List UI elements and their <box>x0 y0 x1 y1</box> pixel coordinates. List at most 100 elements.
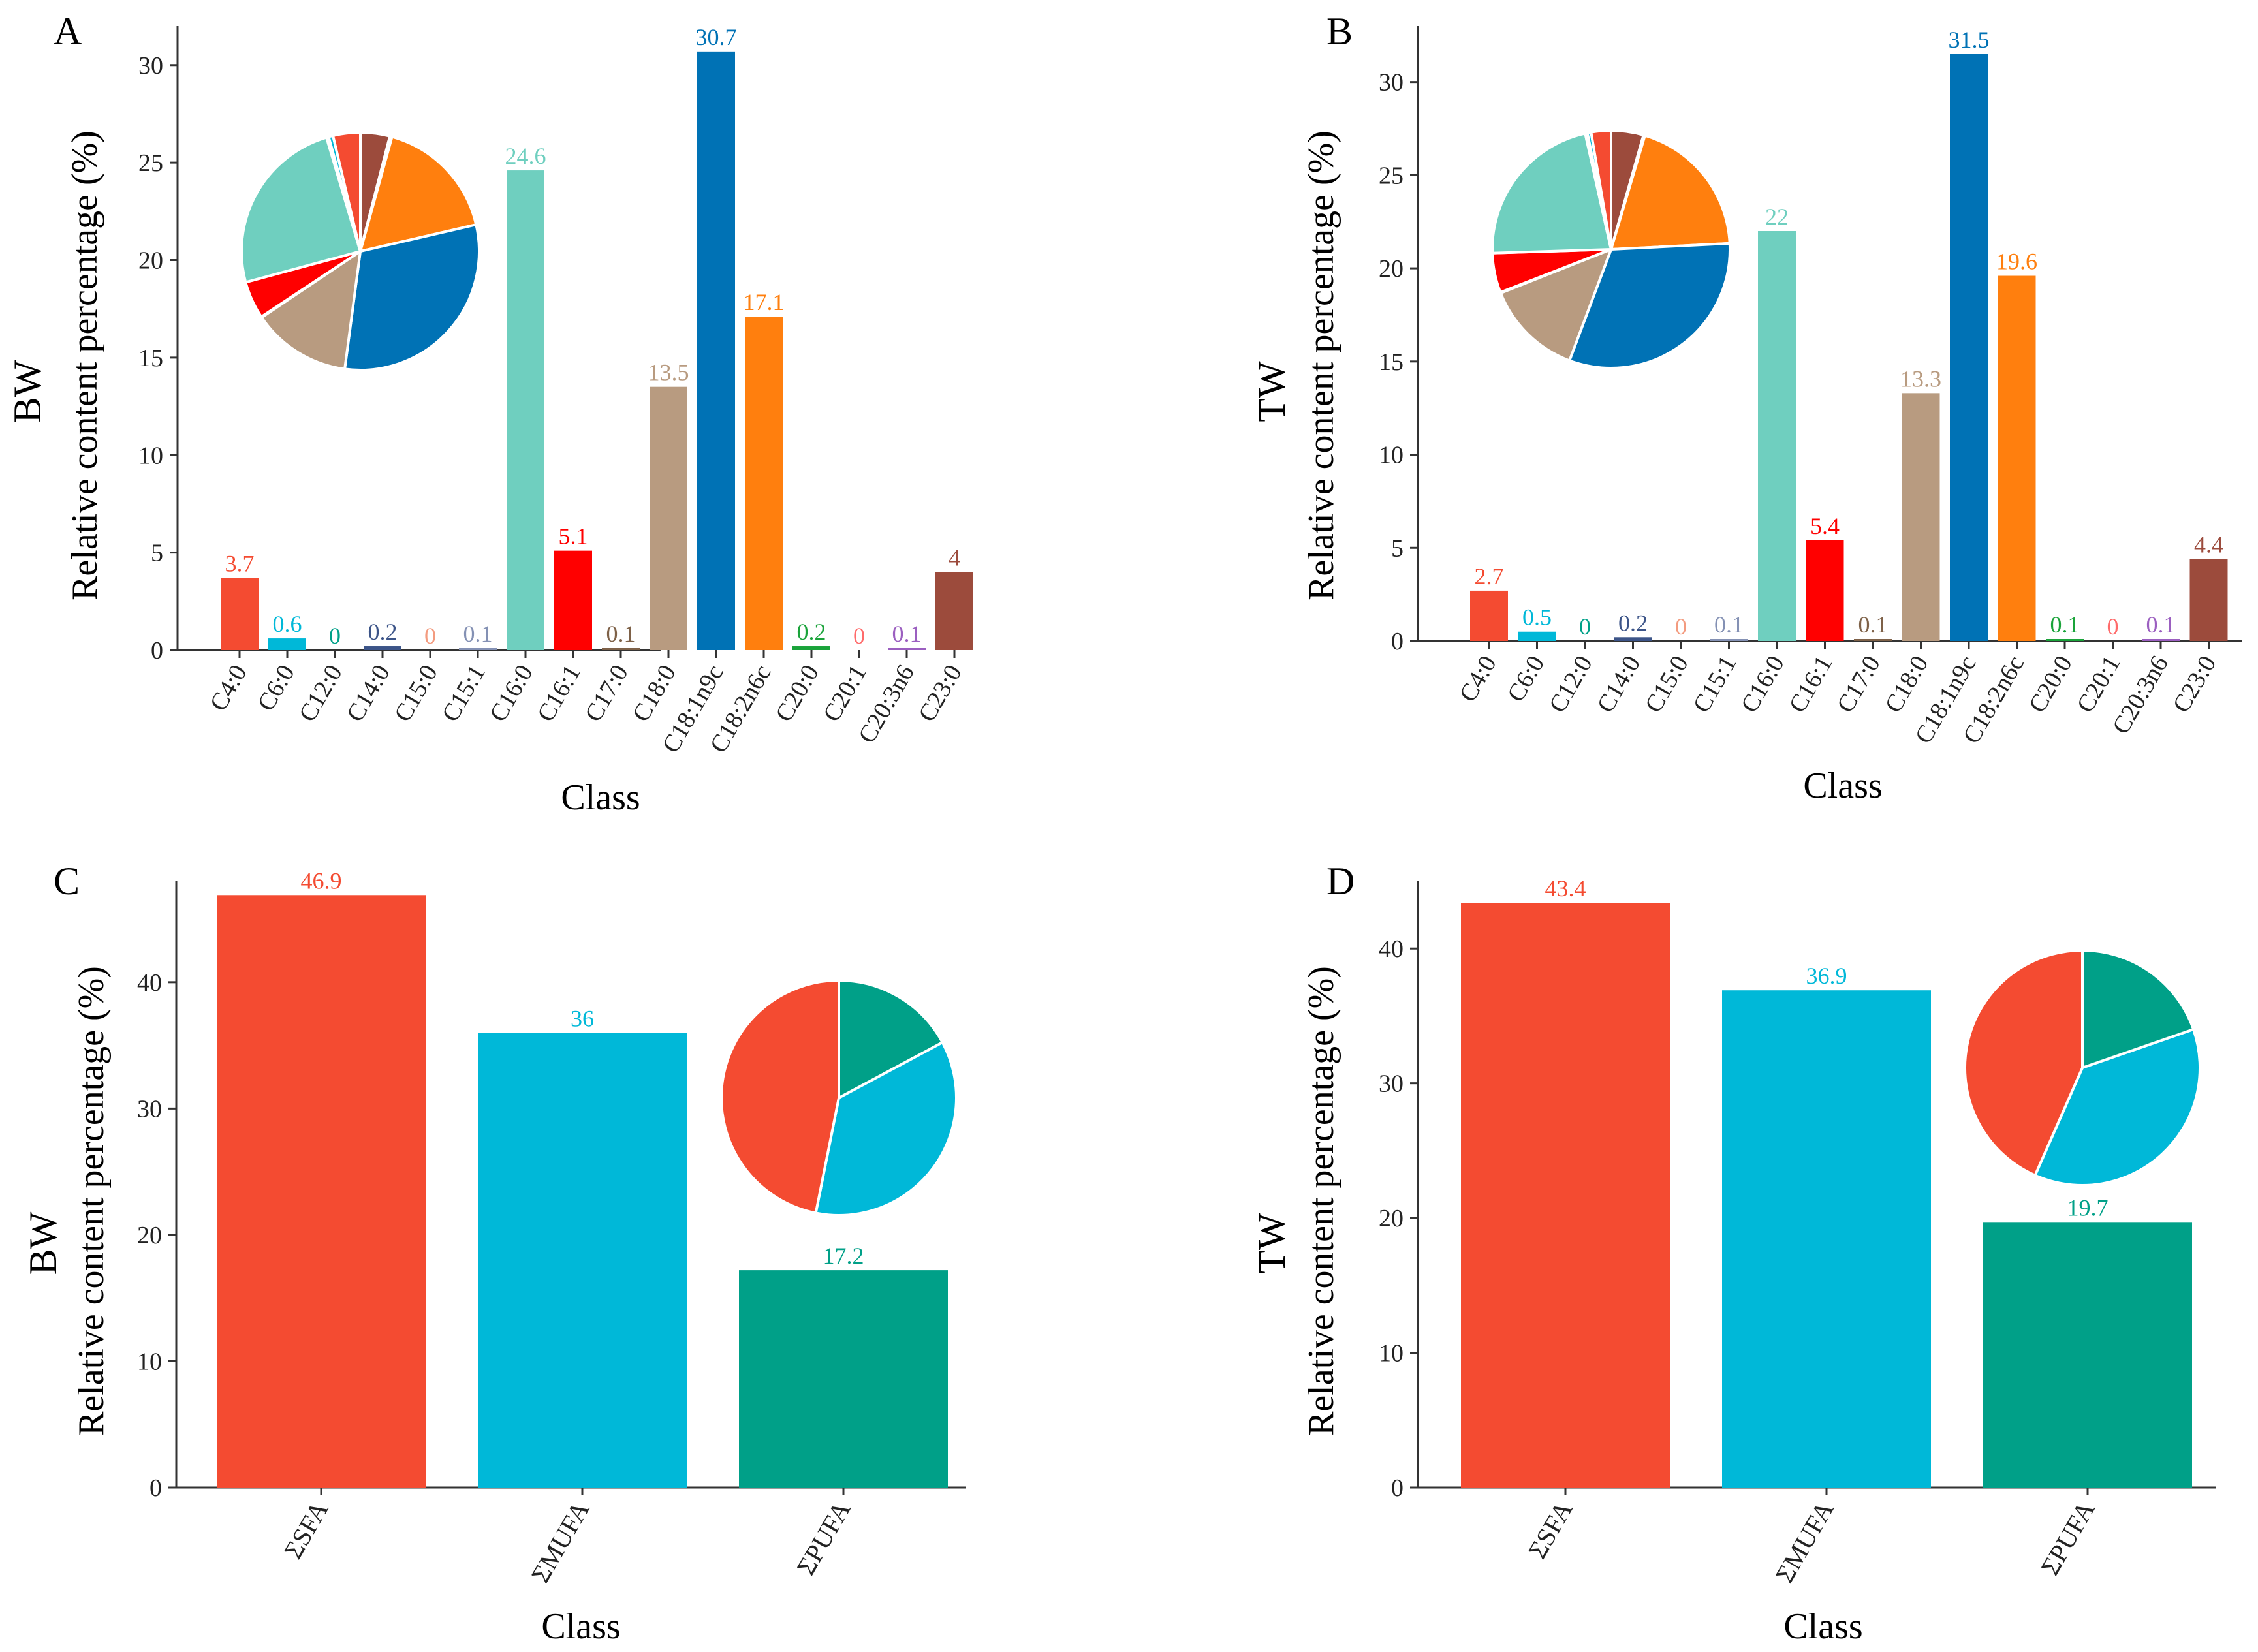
data-label-c20-1: 0 <box>2107 614 2119 640</box>
data-label-c18-1n9c: 30.7 <box>696 24 737 50</box>
x-tick-label-c20-0: C20:0 <box>770 661 824 726</box>
y-tick-label: 25 <box>1379 162 1403 189</box>
bar-c4-0 <box>221 578 259 650</box>
bar-c14-0 <box>1614 637 1652 641</box>
x-tick-label-c4-0: C4:0 <box>1454 651 1501 707</box>
y-tick-label: 5 <box>1391 535 1403 562</box>
data-label-c18-0: 13.5 <box>648 360 689 386</box>
bar-c16-1 <box>1806 540 1844 641</box>
bar-c18-2n6c <box>745 317 783 650</box>
pie-slice-c18-2n6c <box>1609 134 1731 251</box>
bar-c18-0 <box>1902 393 1940 641</box>
x-axis-label-c: Class <box>541 1606 620 1647</box>
data-label-c18-2n6c: 19.6 <box>1996 249 2037 275</box>
y-tick-label: 25 <box>138 149 163 177</box>
data-label-c18-0: 13.3 <box>1900 366 1941 392</box>
y-tick-label: 30 <box>1379 1070 1403 1098</box>
data-label-c15-1: 0.1 <box>1714 612 1744 638</box>
data-label-c4-0: 2.7 <box>1475 563 1504 589</box>
y-tick-label: 40 <box>1379 935 1403 963</box>
data-label-c15-0: 0 <box>1675 614 1687 640</box>
bar-c20-3n6 <box>888 648 926 650</box>
y-tick-label: 0 <box>1391 628 1403 655</box>
data-label-sfa: 43.4 <box>1545 875 1586 901</box>
pie-slice-mufa <box>2033 1027 2201 1187</box>
x-tick-label-c23-0: C23:0 <box>913 661 967 726</box>
data-label-c18-1n9c: 31.5 <box>1949 27 1990 53</box>
y-tick-label: 0 <box>151 637 163 664</box>
x-tick-label-c15-1: C15:1 <box>437 661 491 726</box>
pie-inset-c <box>720 978 958 1217</box>
y-tick-label: 15 <box>1379 349 1403 376</box>
x-tick-label-c6-0: C6:0 <box>252 661 300 716</box>
data-label-c4-0: 3.7 <box>225 550 255 576</box>
x-tick-label-c12-0: C12:0 <box>1544 651 1598 717</box>
data-label-c20-0: 0.1 <box>2050 612 2080 638</box>
data-label-c16-1: 5.1 <box>559 523 588 550</box>
bar-mufa <box>478 1033 687 1488</box>
data-label-c20-1: 0 <box>853 623 865 649</box>
data-label-c17-0: 0.1 <box>606 621 636 647</box>
x-tick-label-c17-0: C17:0 <box>1832 651 1886 717</box>
x-tick-label-c6-0: C6:0 <box>1502 651 1550 707</box>
data-label-c15-0: 0 <box>424 623 436 649</box>
bar-c6-0 <box>268 638 306 650</box>
pie-inset-b <box>1491 129 1731 369</box>
pie-inset-a <box>240 131 480 371</box>
x-tick-label-c17-0: C17:0 <box>580 661 634 726</box>
data-label-c20-3n6: 0.1 <box>2146 612 2176 638</box>
pie-slice-sfa <box>720 978 840 1215</box>
x-tick-label-c16-1: C16:1 <box>1783 651 1838 717</box>
x-tick-label-c16-1: C16:1 <box>532 661 586 726</box>
data-label-c12-0: 0 <box>1579 614 1591 640</box>
data-label-c20-3n6: 0.1 <box>892 621 922 647</box>
pie-slice-c18-1n9c <box>1567 242 1731 369</box>
y-tick-label: 5 <box>151 540 163 567</box>
x-tick-label-c16-0: C16:0 <box>1736 651 1790 717</box>
data-label-mufa: 36 <box>571 1005 594 1031</box>
bar-c16-0 <box>507 170 544 650</box>
pie-slice-mufa <box>814 1040 958 1217</box>
y-tick-label: 20 <box>1379 1205 1403 1232</box>
bar-c20-3n6 <box>2142 639 2180 641</box>
group-label-tw-d: TW <box>1250 1213 1293 1274</box>
pie-slice-c18-0 <box>260 248 362 371</box>
x-tick-label-c12-0: C12:0 <box>294 661 348 726</box>
panel-letter-c: C <box>54 860 80 903</box>
x-tick-label-c16-0: C16:0 <box>484 661 539 726</box>
bar-c17-0 <box>602 648 640 650</box>
data-label-c6-0: 0.6 <box>273 611 302 637</box>
x-tick-label-c15-0: C15:0 <box>1640 651 1694 717</box>
data-label-c14-0: 0.2 <box>368 619 398 645</box>
x-axis-label-a: Class <box>561 777 640 818</box>
bars-d: 43.4 36.9 19.7 <box>1461 875 2192 1488</box>
data-label-c17-0: 0.1 <box>1858 612 1888 638</box>
data-label-c20-0: 0.2 <box>797 619 826 645</box>
x-tick-label-sfa: ΣSFA <box>1522 1496 1578 1564</box>
x-tick-label-c4-0: C4:0 <box>204 661 252 716</box>
group-label-bw-a: BW <box>6 360 49 423</box>
y-tick-label: 10 <box>137 1348 162 1375</box>
bar-c14-0 <box>364 646 401 650</box>
y-axis-label-c: Relative content percentage (%) <box>71 966 112 1436</box>
y-tick-label: 0 <box>149 1474 162 1502</box>
data-label-c16-0: 24.6 <box>505 143 546 169</box>
pie-slice-c18-1n9c <box>343 223 480 371</box>
data-label-c23-0: 4 <box>949 545 960 571</box>
bars-b: 2.7 0.5 0 0.2 0 0.1 22 5.4 0.1 13.3 31.5 19.6 0.1 0 0.… <box>1470 27 2228 642</box>
x-tick-label-c14-0: C14:0 <box>1592 651 1646 717</box>
data-label-c23-0: 4.4 <box>2194 531 2223 557</box>
y-tick-label: 30 <box>1379 69 1403 97</box>
data-label-c12-0: 0 <box>329 623 341 649</box>
pie-slice-c18-2n6c <box>358 135 478 253</box>
data-label-mufa: 36.9 <box>1806 963 1847 989</box>
panel-letter-a: A <box>54 10 82 53</box>
data-label-pufa: 17.2 <box>823 1243 864 1269</box>
pie-slice-c16-0 <box>1491 131 1613 255</box>
pie-inset-d <box>1964 948 2201 1187</box>
y-tick-label: 40 <box>137 969 162 997</box>
panel-letter-d: D <box>1326 860 1355 903</box>
y-tick-label: 10 <box>1379 1340 1403 1367</box>
y-tick-label: 0 <box>1391 1474 1403 1502</box>
